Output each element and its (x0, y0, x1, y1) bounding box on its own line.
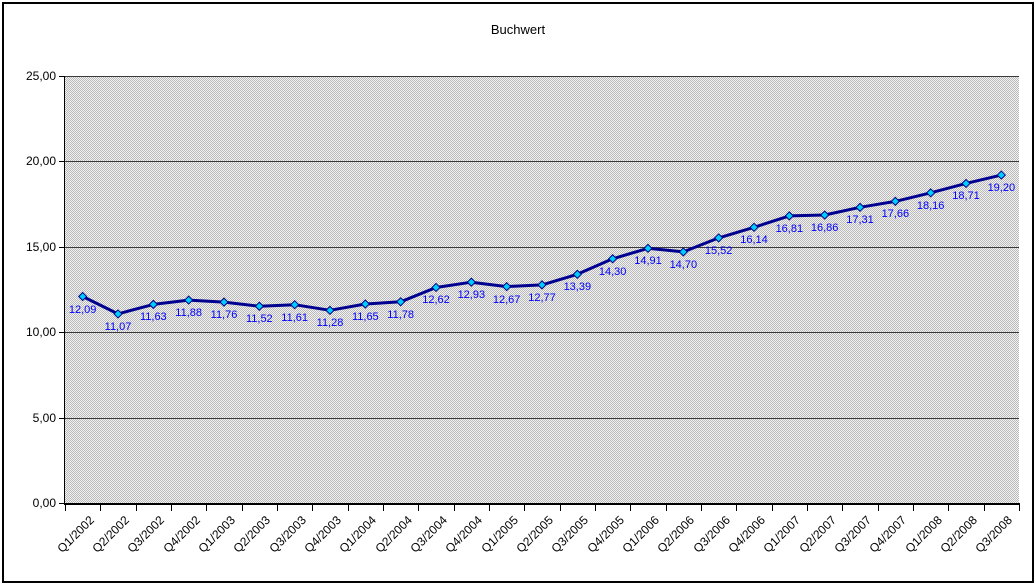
y-tick-mark (59, 418, 65, 419)
data-point-label: 12,67 (492, 293, 521, 306)
x-tick-mark (348, 505, 349, 511)
x-tick-mark (242, 505, 243, 511)
data-point-label: 16,86 (810, 222, 839, 235)
y-tick-label: 15,00 (25, 239, 56, 254)
x-tick-mark (595, 505, 596, 511)
gridline (65, 332, 1019, 333)
x-tick-mark (701, 505, 702, 511)
x-tick-mark (736, 505, 737, 511)
data-point-label: 15,52 (704, 244, 733, 257)
data-point-label: 16,14 (740, 234, 768, 247)
y-axis-line (64, 76, 65, 505)
x-tick-mark (772, 505, 773, 511)
data-point-label: 17,66 (881, 208, 910, 221)
gridline (65, 247, 1019, 248)
data-point-label: 18,16 (916, 199, 945, 212)
x-tick-mark (948, 505, 949, 511)
data-point-label: 16,81 (775, 222, 804, 235)
x-tick-mark (277, 505, 278, 511)
y-tick-label: 0,00 (32, 496, 56, 510)
x-tick-mark (984, 505, 985, 511)
x-tick-mark (454, 505, 455, 511)
data-point-label: 11,76 (210, 309, 238, 322)
x-tick-mark (807, 505, 808, 511)
data-point-label: 11,07 (104, 320, 132, 333)
y-tick-label: 20,00 (25, 154, 56, 169)
x-tick-mark (383, 505, 384, 511)
x-tick-mark (65, 505, 66, 511)
y-tick-mark (59, 503, 65, 504)
x-tick-mark (171, 505, 172, 511)
data-point-label: 11,52 (245, 313, 273, 326)
y-tick-label: 10,00 (25, 325, 56, 340)
x-tick-mark (312, 505, 313, 511)
x-tick-mark (842, 505, 843, 511)
data-point-label: 11,28 (316, 317, 344, 330)
x-tick-mark (418, 505, 419, 511)
data-point-label: 18,71 (952, 190, 980, 203)
data-point-label: 11,88 (175, 307, 203, 320)
data-point-label: 19,20 (987, 182, 1016, 195)
chart-title: Buchwert (490, 22, 546, 37)
y-tick-label: 5,00 (32, 410, 56, 425)
x-tick-mark (100, 505, 101, 511)
gridline (65, 76, 1019, 77)
x-tick-mark (489, 505, 490, 511)
data-point-label: 12,77 (528, 291, 556, 304)
x-tick-mark (560, 505, 561, 511)
data-point-label: 12,62 (422, 294, 450, 307)
data-point-label: 12,93 (457, 289, 486, 302)
data-point-label: 12,09 (68, 303, 97, 316)
y-tick-mark (59, 76, 65, 77)
x-tick-mark (666, 505, 667, 511)
data-point-label: 11,61 (281, 311, 309, 324)
x-axis-line (64, 503, 1020, 505)
data-point-label: 11,63 (139, 311, 167, 324)
gridline (65, 161, 1019, 162)
x-tick-mark (878, 505, 879, 511)
data-point-label: 14,30 (598, 265, 627, 278)
y-tick-mark (59, 161, 65, 162)
gridline (65, 418, 1019, 419)
data-point-label: 17,31 (846, 214, 874, 227)
data-point-label: 11,65 (351, 311, 379, 324)
y-tick-mark (59, 247, 65, 248)
data-point-label: 14,91 (634, 255, 662, 268)
x-tick-mark (913, 505, 914, 511)
y-tick-mark (59, 332, 65, 333)
x-tick-mark (206, 505, 207, 511)
x-tick-mark (136, 505, 137, 511)
x-tick-mark (630, 505, 631, 511)
data-point-label: 14,70 (669, 258, 698, 271)
x-tick-mark (1019, 505, 1020, 511)
plot-area (65, 76, 1019, 503)
x-tick-mark (524, 505, 525, 511)
data-point-label: 11,78 (387, 308, 415, 321)
y-tick-label: 25,00 (25, 69, 56, 83)
data-point-label: 13,39 (563, 281, 592, 294)
